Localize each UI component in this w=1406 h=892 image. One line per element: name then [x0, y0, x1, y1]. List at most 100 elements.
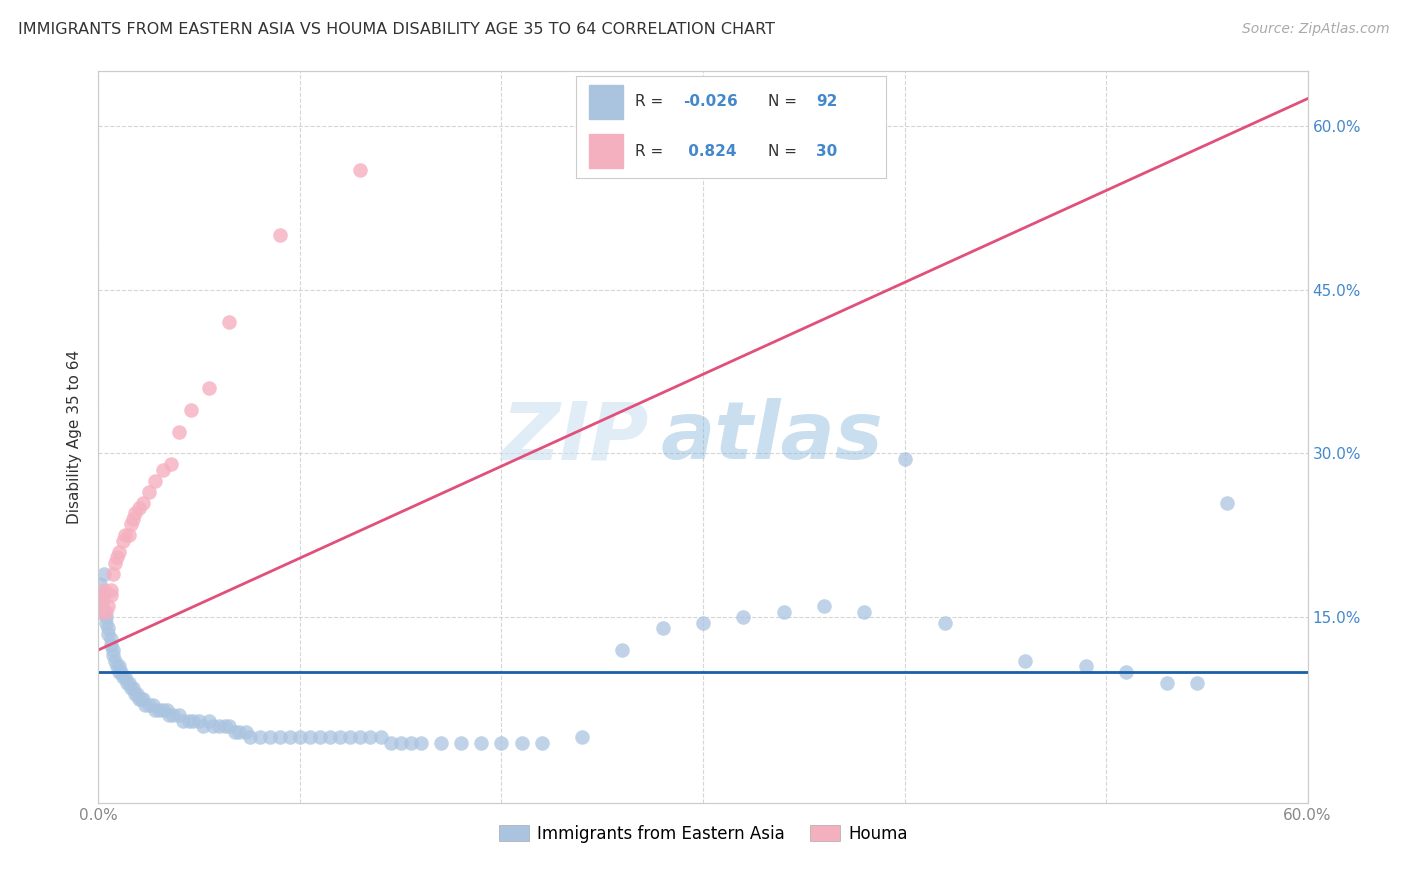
Point: [269, 731, 291, 745]
Point: [142, 698, 165, 712]
Point: [107, 545, 129, 559]
Point: [100, 582, 122, 597]
Point: [111, 670, 134, 684]
Point: [319, 731, 342, 745]
Point: [172, 714, 194, 728]
Point: [107, 665, 129, 679]
Point: [249, 731, 271, 745]
Legend: Immigrants from Eastern Asia, Houma: Immigrants from Eastern Asia, Houma: [492, 818, 914, 849]
Point: [1156, 675, 1178, 690]
Text: -0.026: -0.026: [683, 95, 738, 110]
Point: [125, 687, 148, 701]
Point: [380, 736, 402, 750]
Point: [157, 708, 180, 723]
Point: [103, 556, 125, 570]
Point: [218, 719, 240, 733]
Point: [114, 528, 136, 542]
Point: [491, 736, 513, 750]
Point: [193, 719, 215, 733]
Point: [510, 736, 533, 750]
Point: [530, 736, 553, 750]
Point: [893, 451, 915, 466]
Point: [198, 714, 221, 728]
Point: [91, 594, 114, 608]
Point: [399, 736, 422, 750]
Point: [93, 582, 115, 597]
Point: [470, 736, 492, 750]
Point: [96, 605, 118, 619]
Point: [228, 724, 250, 739]
Point: [349, 731, 371, 745]
Point: [143, 474, 166, 488]
Point: [124, 507, 146, 521]
Point: [91, 588, 114, 602]
Point: [128, 692, 150, 706]
Text: N =: N =: [768, 95, 801, 110]
Text: IMMIGRANTS FROM EASTERN ASIA VS HOUMA DISABILITY AGE 35 TO 64 CORRELATION CHART: IMMIGRANTS FROM EASTERN ASIA VS HOUMA DI…: [18, 22, 775, 37]
Point: [91, 599, 114, 614]
Point: [93, 566, 115, 581]
Point: [162, 708, 184, 723]
Text: N =: N =: [768, 144, 801, 159]
Point: [370, 731, 392, 745]
Point: [409, 736, 432, 750]
Point: [96, 610, 118, 624]
Point: [179, 714, 201, 728]
Point: [120, 681, 142, 695]
Point: [152, 703, 174, 717]
Text: atlas: atlas: [661, 398, 883, 476]
Point: [93, 588, 115, 602]
Point: [1115, 665, 1137, 679]
Point: [138, 698, 160, 712]
Text: R =: R =: [636, 95, 668, 110]
Point: [100, 588, 122, 602]
Point: [134, 698, 156, 712]
Point: [259, 731, 281, 745]
Point: [101, 566, 124, 581]
Point: [114, 670, 136, 684]
Point: [218, 315, 240, 329]
Point: [651, 621, 673, 635]
Point: [1185, 675, 1208, 690]
Point: [181, 714, 204, 728]
Point: [269, 228, 291, 243]
Point: [100, 632, 122, 646]
Point: [96, 615, 118, 630]
Point: [309, 731, 332, 745]
Point: [208, 719, 231, 733]
Point: [1074, 659, 1097, 673]
Point: [202, 719, 225, 733]
Point: [180, 402, 202, 417]
Point: [93, 605, 115, 619]
Point: [692, 615, 714, 630]
Point: [156, 703, 179, 717]
Point: [733, 610, 755, 624]
Point: [1216, 495, 1239, 509]
Bar: [589, 135, 623, 168]
Point: [235, 724, 257, 739]
Point: [1014, 654, 1036, 668]
Point: [278, 731, 301, 745]
Point: [389, 736, 412, 750]
Text: R =: R =: [636, 144, 673, 159]
Point: [110, 665, 132, 679]
Point: [89, 577, 111, 591]
Point: [129, 692, 152, 706]
Point: [111, 533, 134, 548]
Text: 0.824: 0.824: [683, 144, 737, 159]
Point: [100, 638, 122, 652]
Point: [152, 463, 174, 477]
Point: [224, 724, 246, 739]
Point: [299, 731, 322, 745]
Text: 30: 30: [815, 144, 838, 159]
Point: [167, 425, 190, 439]
Point: [214, 719, 236, 733]
Point: [148, 703, 170, 717]
Point: [612, 643, 634, 657]
Point: [934, 615, 956, 630]
Point: [288, 731, 311, 745]
Point: [853, 605, 876, 619]
Point: [101, 643, 124, 657]
Text: ZIP: ZIP: [501, 398, 648, 476]
Point: [118, 675, 141, 690]
